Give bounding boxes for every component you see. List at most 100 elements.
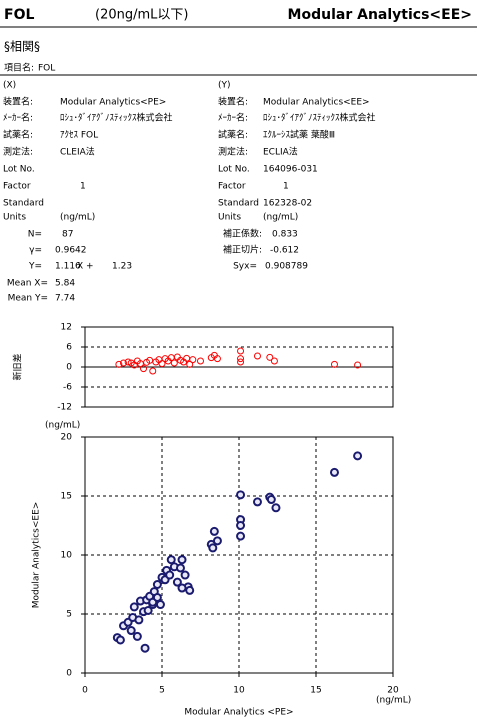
x-tick-label: 0 <box>82 686 88 696</box>
info-value: ｱｸｾｽ FOL <box>60 130 98 141</box>
data-point <box>185 585 195 595</box>
stat-value: 87 <box>62 230 73 240</box>
unit-label: (ng/mL) <box>376 696 411 706</box>
header-device: Modular Analytics<EE> <box>288 7 472 23</box>
data-point <box>177 555 187 565</box>
y-tick-label: -12 <box>57 403 72 413</box>
stat-value: 0.908789 <box>265 262 308 272</box>
data-point <box>212 536 222 546</box>
item-label: 項目名: <box>4 62 34 74</box>
y-tick-label: -6 <box>63 383 72 393</box>
data-point <box>140 643 150 653</box>
info-value: Modular Analytics<EE> <box>263 98 370 108</box>
section-title: §相関§ <box>4 40 40 54</box>
info-label: 試薬名: <box>218 129 248 141</box>
info-label: Units <box>3 213 26 223</box>
info-value: ﾛｼｭ･ﾀﾞｲｱｸﾞﾉｽﾃｨｯｸｽ株式会社 <box>263 112 376 124</box>
data-point <box>175 563 185 573</box>
stat-value: 1.116 <box>55 262 81 272</box>
data-point <box>140 365 148 373</box>
data-point <box>170 359 178 367</box>
data-point <box>132 631 142 641</box>
data-point <box>115 635 125 645</box>
info-value: 1 <box>80 182 86 192</box>
info-label: 装置名: <box>3 96 33 108</box>
y-tick-label: 0 <box>66 363 72 373</box>
data-point <box>270 357 278 365</box>
data-point <box>129 602 139 612</box>
data-point <box>177 583 187 593</box>
info-label: Factor <box>218 182 246 192</box>
data-point <box>166 555 176 565</box>
stat-label: N= <box>28 230 42 240</box>
data-point <box>236 490 246 500</box>
data-point <box>152 580 162 589</box>
info-value: (ng/mL) <box>60 213 95 223</box>
data-point <box>143 605 153 615</box>
stat-value: 0.9642 <box>55 246 87 256</box>
data-point <box>165 570 175 580</box>
data-point <box>253 352 261 360</box>
info-label: Factor <box>3 182 31 192</box>
info-label: 装置名: <box>218 96 248 108</box>
data-point <box>134 615 144 625</box>
data-point <box>209 526 219 536</box>
stat-label: Mean Y= <box>8 294 48 304</box>
data-point <box>252 497 262 507</box>
info-label: 試薬名: <box>3 129 33 141</box>
info-label: Lot No. <box>3 165 35 175</box>
info-value: ﾛｼｭ･ﾀﾞｲｱｸﾞﾉｽﾃｨｯｸｽ株式会社 <box>60 112 173 124</box>
x-axis-label: Modular Analytics <PE> <box>184 708 293 718</box>
info-value: ECLIA法 <box>263 146 298 158</box>
info-value: ｴｸﾙｰｼｽ試薬 葉酸Ⅲ <box>263 129 335 141</box>
info-label: ﾒｰｶｰ名: <box>218 112 248 124</box>
stat-label: Syx= <box>233 262 257 272</box>
data-point <box>120 359 127 367</box>
y-axis-label: 新旧差 <box>12 353 24 380</box>
y-tick-label: 6 <box>66 343 72 353</box>
y-tick-label: 0 <box>66 669 72 679</box>
info-label: 測定法: <box>218 146 248 158</box>
data-point <box>236 531 246 541</box>
data-point <box>237 355 245 363</box>
stat-value: 5.84 <box>55 279 75 289</box>
data-point <box>197 357 204 365</box>
data-point <box>354 361 362 369</box>
column-heading: (X) <box>3 81 16 91</box>
item-value: FOL <box>38 64 55 74</box>
data-point <box>126 626 136 636</box>
info-label: Standard <box>218 199 259 209</box>
stat-value: 1.23 <box>112 262 132 272</box>
stat-label: Mean X= <box>7 279 48 289</box>
y-tick-label: 15 <box>61 492 72 502</box>
stat-value: -0.612 <box>270 246 299 256</box>
header-item: FOL <box>4 7 34 23</box>
info-label: Standard <box>3 199 44 209</box>
data-point <box>271 503 281 513</box>
data-point <box>115 360 123 368</box>
info-value: (ng/mL) <box>263 213 298 223</box>
data-point <box>266 495 276 505</box>
x-tick-label: 20 <box>387 686 399 696</box>
info-value: 1 <box>283 182 289 192</box>
stat-value: X + <box>77 262 94 272</box>
info-label: ﾒｰｶｰ名: <box>3 112 33 124</box>
data-point <box>146 356 154 364</box>
data-point <box>329 467 339 477</box>
info-value: Modular Analytics<PE> <box>60 98 166 108</box>
info-value: 164096-031 <box>263 165 318 175</box>
data-point <box>236 521 246 530</box>
stat-label: 補正係数: <box>223 228 262 240</box>
data-point <box>208 543 218 553</box>
info-value: CLEIA法 <box>60 146 95 158</box>
data-point <box>330 360 338 368</box>
data-point <box>213 355 221 363</box>
info-label: Units <box>218 213 241 223</box>
data-point <box>158 360 166 368</box>
data-point <box>186 360 194 368</box>
stat-label: γ= <box>29 246 42 256</box>
stat-label: 補正切片: <box>223 244 262 256</box>
data-point <box>152 592 162 602</box>
data-point <box>353 451 363 461</box>
